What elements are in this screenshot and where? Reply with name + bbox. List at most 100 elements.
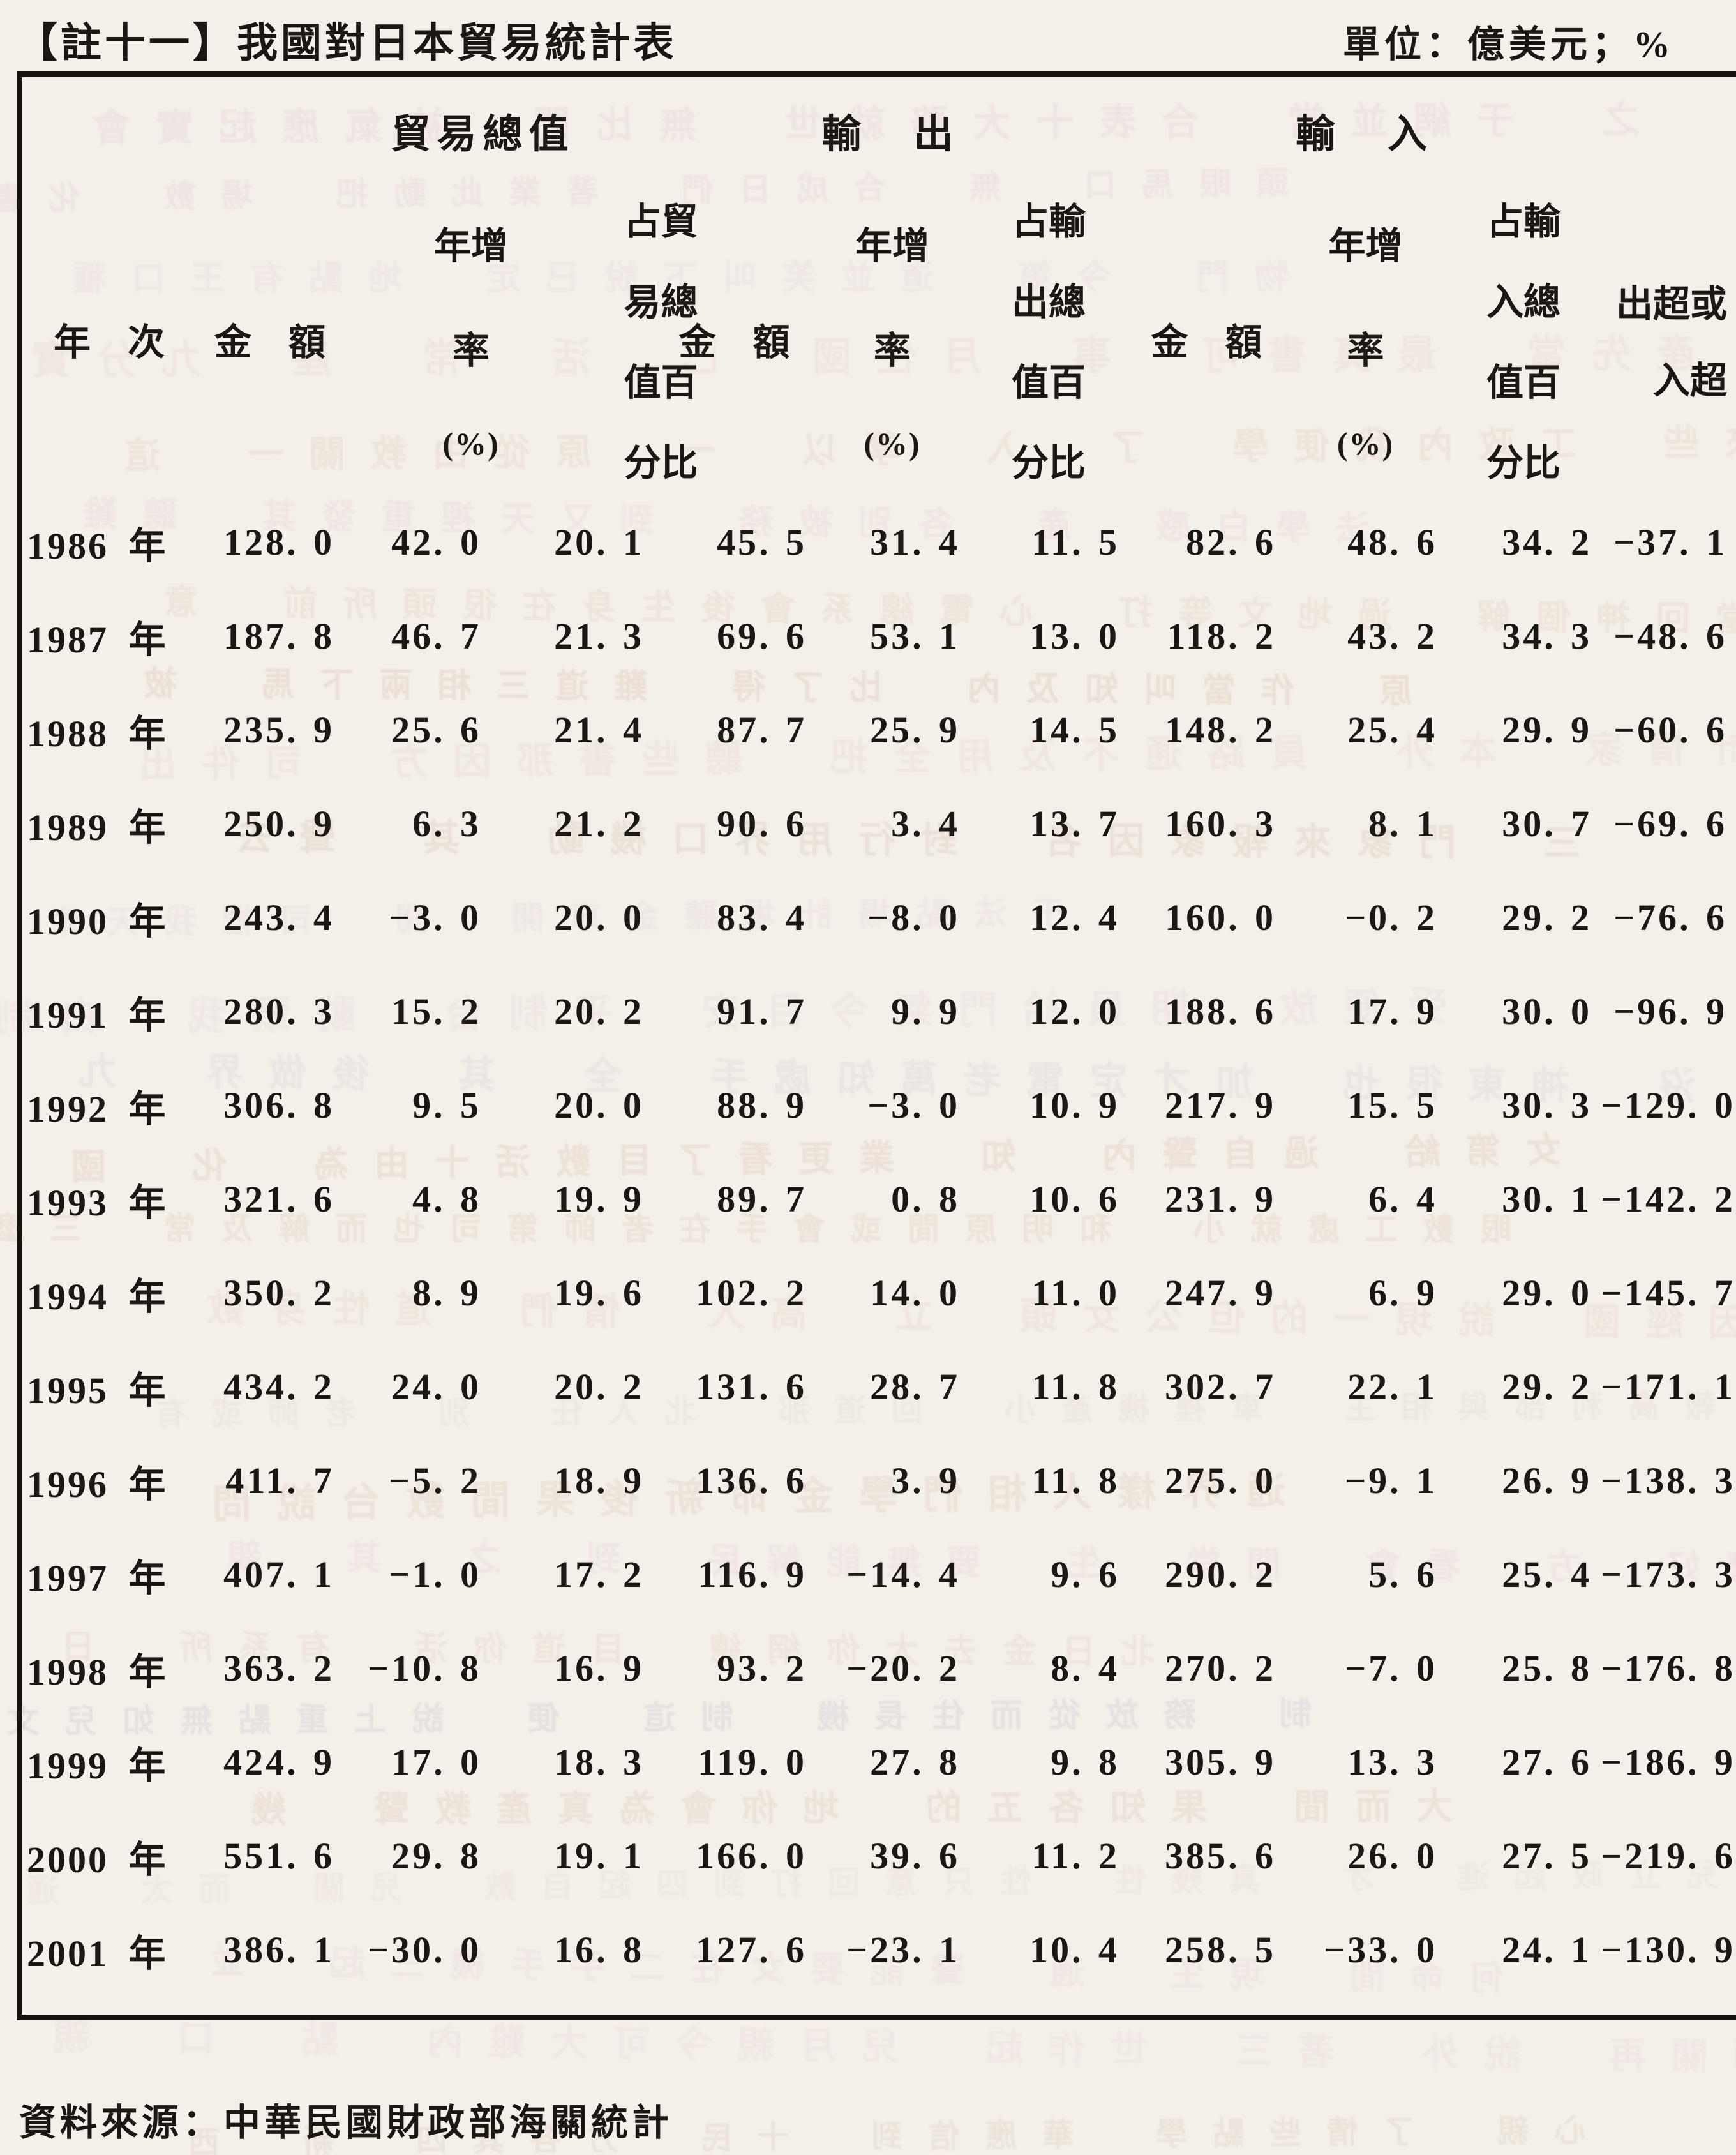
table-row: 1997 年 407. 1 −1. 0 17. 2 116. 9 −14. 4 9. 6 29… [22, 1528, 1736, 1621]
value-cell: 46. 7 [391, 615, 481, 657]
value-cell: −1. 0 [389, 1554, 481, 1595]
value-cell: −33. 0 [1324, 1929, 1438, 1971]
value-cell: 9. 9 [891, 991, 960, 1032]
value-cell: 217. 9 [1165, 1085, 1276, 1126]
value-cell: 10. 4 [1029, 1929, 1120, 1971]
value-cell: 30. 3 [1502, 1085, 1592, 1126]
value-cell: 31. 4 [870, 522, 960, 563]
value-cell: 280. 3 [223, 991, 334, 1032]
value-cell: −173. 3 [1601, 1554, 1735, 1595]
value-cell: 321. 6 [223, 1178, 334, 1220]
value-cell: 17. 2 [554, 1554, 644, 1595]
column-header-trade-amount: 金 額 [214, 322, 326, 363]
value-cell: 8. 9 [412, 1272, 481, 1314]
value-cell: 27. 8 [870, 1741, 960, 1783]
value-cell: 11. 8 [1031, 1460, 1120, 1501]
group-header-export: 輸 出 [821, 112, 960, 156]
column-header-trade-growth: 年增 率 (%) [433, 225, 508, 462]
value-cell: 88. 9 [717, 1085, 807, 1126]
table-row: 1989 年 250. 9 6. 3 21. 2 90. 6 3. 4 13. 7 160. … [22, 777, 1736, 871]
value-cell: 13. 0 [1029, 615, 1120, 657]
year-cell: 2000 年 [27, 1838, 168, 1881]
value-cell: 29. 2 [1502, 897, 1592, 938]
value-cell: 25. 9 [870, 709, 960, 751]
value-cell: 42. 0 [391, 522, 481, 563]
value-cell: 15. 5 [1347, 1085, 1438, 1126]
value-cell: −48. 6 [1613, 615, 1728, 657]
value-cell: 9. 6 [1051, 1554, 1120, 1595]
value-cell: −7. 0 [1345, 1648, 1438, 1689]
value-cell: 89. 7 [717, 1178, 807, 1220]
value-cell: 8. 1 [1368, 803, 1438, 845]
value-cell: 0. 8 [891, 1178, 960, 1220]
year-cell: 2001 年 [27, 1932, 168, 1974]
value-cell: 29. 2 [1502, 1366, 1592, 1408]
value-cell: 127. 6 [696, 1929, 807, 1971]
value-cell: 9. 8 [1051, 1741, 1120, 1783]
column-header-trade-share: 占貿 易總 值百 分比 [624, 201, 698, 484]
value-cell: 385. 6 [1165, 1835, 1276, 1877]
table-row: 1992 年 306. 8 9. 5 20. 0 88. 9 −3. 0 10. 9 217.… [22, 1058, 1736, 1152]
table-row: 2000 年 551. 6 29. 8 19. 1 166. 0 39. 6 11. 2 38… [22, 1809, 1736, 1903]
value-cell: 4. 8 [412, 1178, 481, 1220]
year-cell: 1989 年 [27, 806, 168, 848]
value-cell: 27. 6 [1502, 1741, 1592, 1783]
column-header-import-growth: 年增 率 (%) [1328, 225, 1403, 462]
value-cell: 306. 8 [223, 1085, 334, 1126]
value-cell: 247. 9 [1165, 1272, 1276, 1314]
value-cell: 275. 0 [1165, 1460, 1276, 1501]
value-cell: 28. 7 [870, 1366, 960, 1408]
group-header-import: 輸 入 [1296, 112, 1434, 156]
column-header-year: 年 次 [53, 322, 165, 363]
value-cell: 118. 2 [1167, 615, 1276, 657]
year-cell: 1986 年 [27, 525, 168, 567]
year-cell: 1987 年 [27, 619, 168, 661]
value-cell: 90. 6 [717, 803, 807, 845]
value-cell: 166. 0 [696, 1835, 807, 1877]
group-header-trade-total: 貿易總值 [391, 112, 575, 156]
value-cell: 19. 6 [554, 1272, 644, 1314]
value-cell: 250. 9 [223, 803, 334, 845]
value-cell: 551. 6 [223, 1835, 334, 1877]
value-cell: 20. 1 [554, 522, 644, 563]
column-header-import-share: 占輸 入總 值百 分比 [1486, 201, 1561, 484]
value-cell: 119. 0 [698, 1741, 807, 1783]
table-row: 1987 年 187. 8 46. 7 21. 3 69. 6 53. 1 13. 0 118… [22, 589, 1736, 683]
value-cell: 69. 6 [717, 615, 807, 657]
value-cell: 45. 5 [717, 522, 807, 563]
value-cell: 27. 5 [1502, 1835, 1592, 1877]
value-cell: 5. 6 [1368, 1554, 1438, 1595]
value-cell: 29. 0 [1502, 1272, 1592, 1314]
value-cell: 82. 6 [1186, 522, 1276, 563]
value-cell: −5. 2 [389, 1460, 481, 1501]
table-row: 1999 年 424. 9 17. 0 18. 3 119. 0 27. 8 9. 8 305… [22, 1715, 1736, 1809]
value-cell: −3. 0 [867, 1085, 960, 1126]
column-header-export-amount: 金 額 [678, 322, 790, 363]
value-cell: 20. 2 [554, 991, 644, 1032]
value-cell: −0. 2 [1345, 897, 1438, 938]
value-cell: 24. 0 [391, 1366, 481, 1408]
value-cell: 434. 2 [223, 1366, 334, 1408]
column-header-row: 年 次 金 額 年增 率 (%) 占貿 易總 [22, 183, 1736, 495]
value-cell: −76. 6 [1613, 897, 1728, 938]
value-cell: 12. 4 [1029, 897, 1120, 938]
column-header-export-share: 占輸 出總 值百 分比 [1012, 201, 1086, 484]
value-cell: 34. 3 [1502, 615, 1592, 657]
value-cell: 21. 4 [554, 709, 644, 751]
value-cell: 18. 9 [554, 1460, 644, 1501]
value-cell: −171. 1 [1601, 1366, 1735, 1408]
value-cell: 350. 2 [223, 1272, 334, 1314]
column-header-balance: 出超或 入超 [1616, 283, 1728, 402]
value-cell: 20. 2 [554, 1366, 644, 1408]
year-cell: 1996 年 [27, 1463, 168, 1505]
table-row: 1998 年 363. 2 −10. 8 16. 9 93. 2 −20. 2 8. 4 27… [22, 1621, 1736, 1715]
value-cell: 235. 9 [223, 709, 334, 751]
source-note: 資料來源：中華民國財政部海關統計 [19, 2102, 673, 2144]
year-cell: 1994 年 [27, 1275, 168, 1318]
year-cell: 1988 年 [27, 712, 168, 755]
value-cell: 258. 5 [1165, 1929, 1276, 1971]
value-cell: −30. 0 [368, 1929, 481, 1971]
value-cell: 16. 9 [554, 1648, 644, 1689]
table-frame: 貿易總值 輸 出 輸 入 年 次 金 額 年增 率 (%) [17, 71, 1736, 2020]
value-cell: 13. 7 [1029, 803, 1120, 845]
